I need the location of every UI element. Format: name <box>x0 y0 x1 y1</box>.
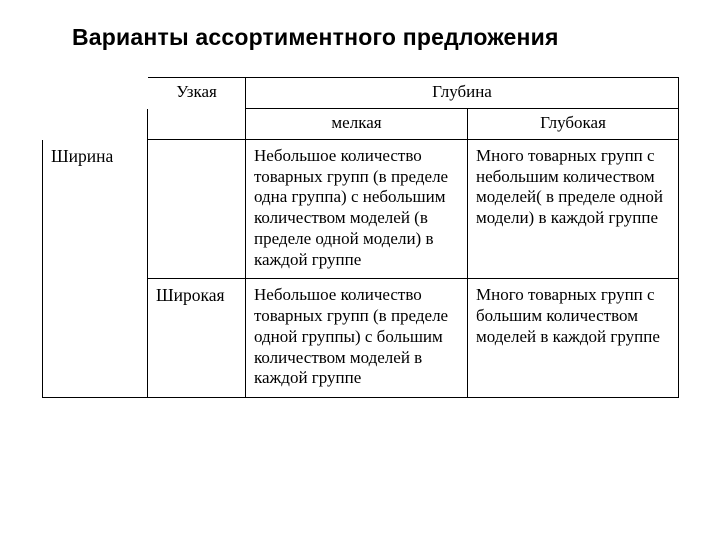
assortment-matrix: Узкая Глубина мелкая Глубокая Ширина Неб… <box>42 77 679 398</box>
header-row-1: Узкая Глубина <box>43 78 679 109</box>
page: Варианты ассортиментного предложения Узк… <box>0 0 720 540</box>
col-group-header: Глубина <box>246 78 679 109</box>
cell-wide-deep: Много товарных групп с большим количеств… <box>468 279 679 398</box>
col-header-shallow: мелкая <box>246 109 468 140</box>
header-row-2: мелкая Глубокая <box>43 109 679 140</box>
row-header-wide: Широкая <box>148 279 246 398</box>
col-header-deep: Глубокая <box>468 109 679 140</box>
cell-narrow-deep: Много товарных групп с небольшим количес… <box>468 140 679 279</box>
blank-cell <box>43 78 148 109</box>
row-group-header: Ширина <box>43 140 148 398</box>
row-spacer-narrow <box>148 140 246 279</box>
cell-narrow-shallow: Небольшое количество товарных групп (в п… <box>246 140 468 279</box>
cell-wide-shallow: Небольшое количество товарных групп (в п… <box>246 279 468 398</box>
page-title: Варианты ассортиментного предложения <box>72 24 678 51</box>
row-header-narrow: Узкая <box>148 78 246 140</box>
data-row-narrow: Ширина Небольшое количество товарных гру… <box>43 140 679 279</box>
blank-cell <box>43 109 148 140</box>
